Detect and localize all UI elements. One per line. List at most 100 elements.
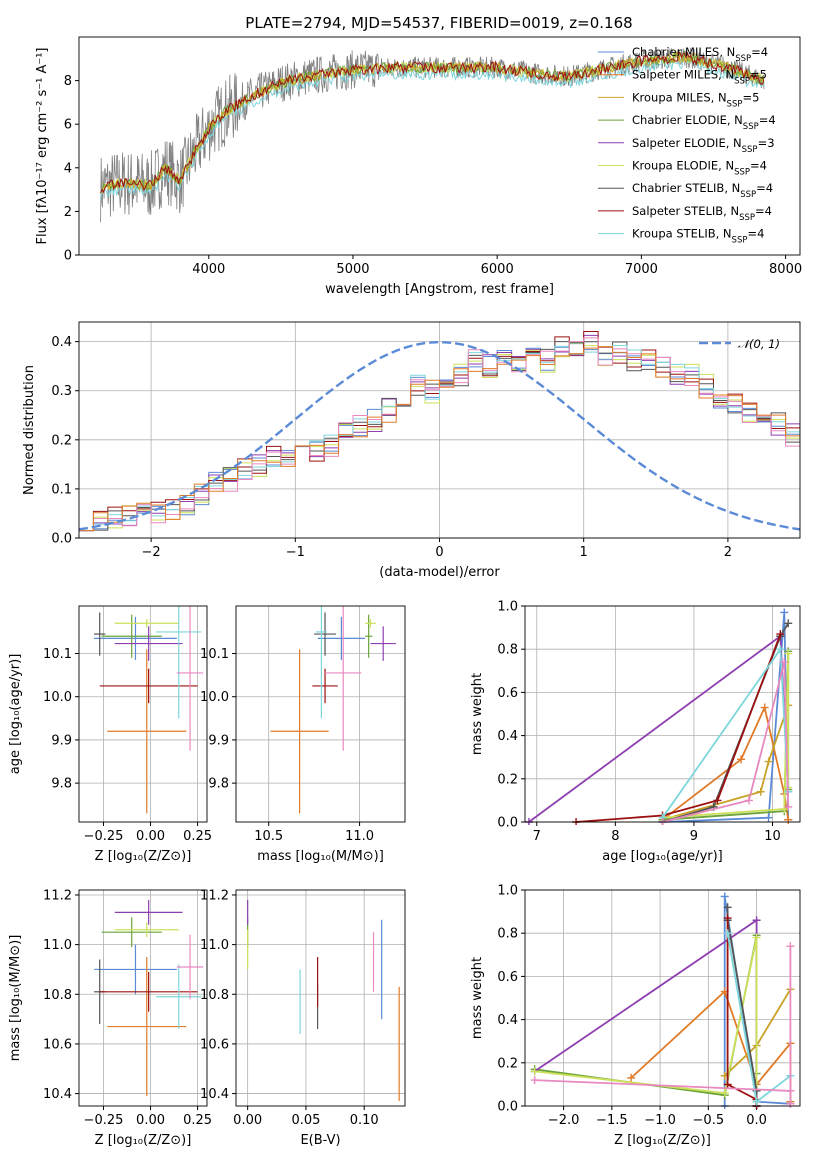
legend-tail: =4 — [756, 181, 773, 195]
weight-series-line — [662, 705, 790, 821]
errorbar-point — [370, 626, 396, 661]
legend-sub: SSP — [727, 99, 743, 109]
errorbar-point — [176, 934, 204, 1000]
x-tick-label: 6000 — [481, 262, 514, 277]
x-tick-label: 9 — [690, 829, 698, 844]
legend-main: Kroupa MILES, N — [632, 90, 727, 104]
x-tick-label: 4000 — [192, 262, 225, 277]
weight-point-marker — [784, 815, 793, 824]
weight-point-marker — [723, 914, 732, 923]
legend-entry: Kroupa ELODIE, NSSP=4 — [632, 159, 767, 178]
weight-point-marker — [720, 1089, 729, 1098]
x-axis-label: E(B-V) — [300, 1133, 340, 1148]
errorbar-layer — [94, 606, 204, 814]
x-tick-label: 0.05 — [291, 1113, 320, 1128]
y-tick-label: 11.0 — [200, 938, 229, 953]
x-tick-label: 10 — [764, 829, 781, 844]
x-tick-label: 7 — [533, 829, 541, 844]
weight-vs-metallicity-panel: −2.0 −1.5 −1.0 −0.5 0.0 0.0 0.2 0.4 0.6 0.8 1.0 Z [… — [470, 884, 801, 1148]
x-tick-label: 8000 — [769, 262, 802, 277]
axes-frame — [78, 321, 801, 539]
legend-sub: SSP — [743, 122, 759, 132]
weight-series-line — [576, 633, 782, 823]
weight-point-marker — [713, 796, 722, 805]
weight-point-marker — [627, 1073, 636, 1082]
weight-point-marker — [784, 649, 793, 658]
legend-sub: SSP — [735, 54, 751, 64]
weight-point-marker — [776, 645, 785, 654]
y-tick-label: 2 — [64, 205, 72, 220]
legend-tail: =5 — [750, 68, 767, 82]
legend-main: Chabrier ELODIE, N — [632, 113, 743, 127]
legend-main: Salpeter STELIB, N — [632, 204, 739, 218]
histogram-step — [79, 346, 800, 532]
y-tick-label: 1.0 — [497, 884, 518, 899]
x-tick-label: −1 — [286, 545, 305, 560]
legend-sub: SSP — [734, 77, 750, 87]
y-tick-label: 0.2 — [497, 772, 518, 787]
y-tick-label: 10.1 — [43, 647, 72, 662]
weight-series-line — [534, 937, 758, 1102]
errorbar-point — [114, 922, 179, 938]
errorbar-layer — [94, 899, 204, 1097]
x-tick-label: 1 — [580, 545, 588, 560]
weight-point-marker — [784, 619, 793, 628]
y-tick-label: 1.0 — [497, 600, 518, 615]
x-tick-label: 2 — [724, 545, 732, 560]
legend-main: Kroupa ELODIE, N — [632, 159, 734, 173]
errorbar-point — [314, 612, 336, 656]
weight-point-marker — [776, 630, 785, 639]
errorbar-point — [94, 612, 106, 656]
weight-point-marker — [752, 1097, 761, 1106]
x-tick-label: 10.5 — [254, 829, 283, 844]
errorbar-point — [99, 668, 198, 704]
y-tick-label: 8 — [64, 74, 72, 89]
errorbar-point — [156, 964, 202, 1030]
y-tick-label: 0.3 — [51, 384, 72, 399]
legend-entry: Salpeter MILES, NSSP=5 — [632, 68, 767, 87]
y-tick-label: 6 — [64, 118, 72, 133]
legend-sub: SSP — [732, 236, 748, 246]
y-tick-label: 10.6 — [43, 1037, 72, 1052]
legend-sub: SSP — [742, 145, 758, 155]
errorbar-point — [312, 668, 338, 704]
y-tick-label: 0.4 — [497, 729, 518, 744]
y-tick-label: 0 — [64, 249, 72, 264]
weight-point-marker — [744, 796, 753, 805]
axes-frame — [78, 605, 208, 823]
x-axis-label: Z [log₁₀(Z/Z⊙)] — [95, 1133, 192, 1148]
legend-main: Chabrier MILES, N — [632, 45, 735, 59]
weight-point-marker — [723, 929, 732, 938]
errorbar-point — [365, 614, 373, 658]
legend-main: Salpeter MILES, N — [632, 68, 734, 82]
errorbar-point — [114, 899, 183, 925]
weight-lines — [530, 892, 795, 1109]
weight-point-marker — [786, 1099, 795, 1108]
y-axis-label: mass [log₁₀(M/M⊙)] — [8, 935, 23, 1062]
y-tick-label: 10.8 — [43, 988, 72, 1003]
weight-point-marker — [530, 1067, 539, 1076]
legend-sub: SSP — [739, 213, 755, 223]
weight-series-line — [534, 946, 792, 1104]
x-tick-label: −2 — [142, 545, 161, 560]
x-axis-label: mass [log₁₀(M/M⊙)] — [257, 849, 384, 864]
weight-point-marker — [784, 802, 793, 811]
weight-point-marker — [737, 755, 746, 764]
legend-tail: =4 — [755, 204, 772, 218]
y-tick-label: 9.8 — [51, 777, 72, 792]
x-tick-label: 0.10 — [350, 1113, 379, 1128]
x-tick-label: 0.00 — [136, 829, 165, 844]
x-tick-label: 11.0 — [345, 829, 374, 844]
x-tick-label: −2.0 — [548, 1113, 580, 1128]
y-tick-label: 10.0 — [43, 690, 72, 705]
weight-point-marker — [764, 813, 773, 822]
weight-point-marker — [780, 608, 789, 617]
residuals-panel: −2 −1 0 1 2 0.0 0.1 0.2 0.3 0.4 (data-model)/error… — [22, 321, 801, 580]
weight-point-marker — [752, 933, 761, 942]
legend-entry: 𝒩(0, 1) — [738, 337, 780, 351]
y-tick-label: 11.2 — [200, 888, 229, 903]
x-tick-label: 0.25 — [183, 829, 212, 844]
y-tick-label: 11.2 — [43, 888, 72, 903]
legend-main: Chabrier STELIB, N — [632, 181, 740, 195]
